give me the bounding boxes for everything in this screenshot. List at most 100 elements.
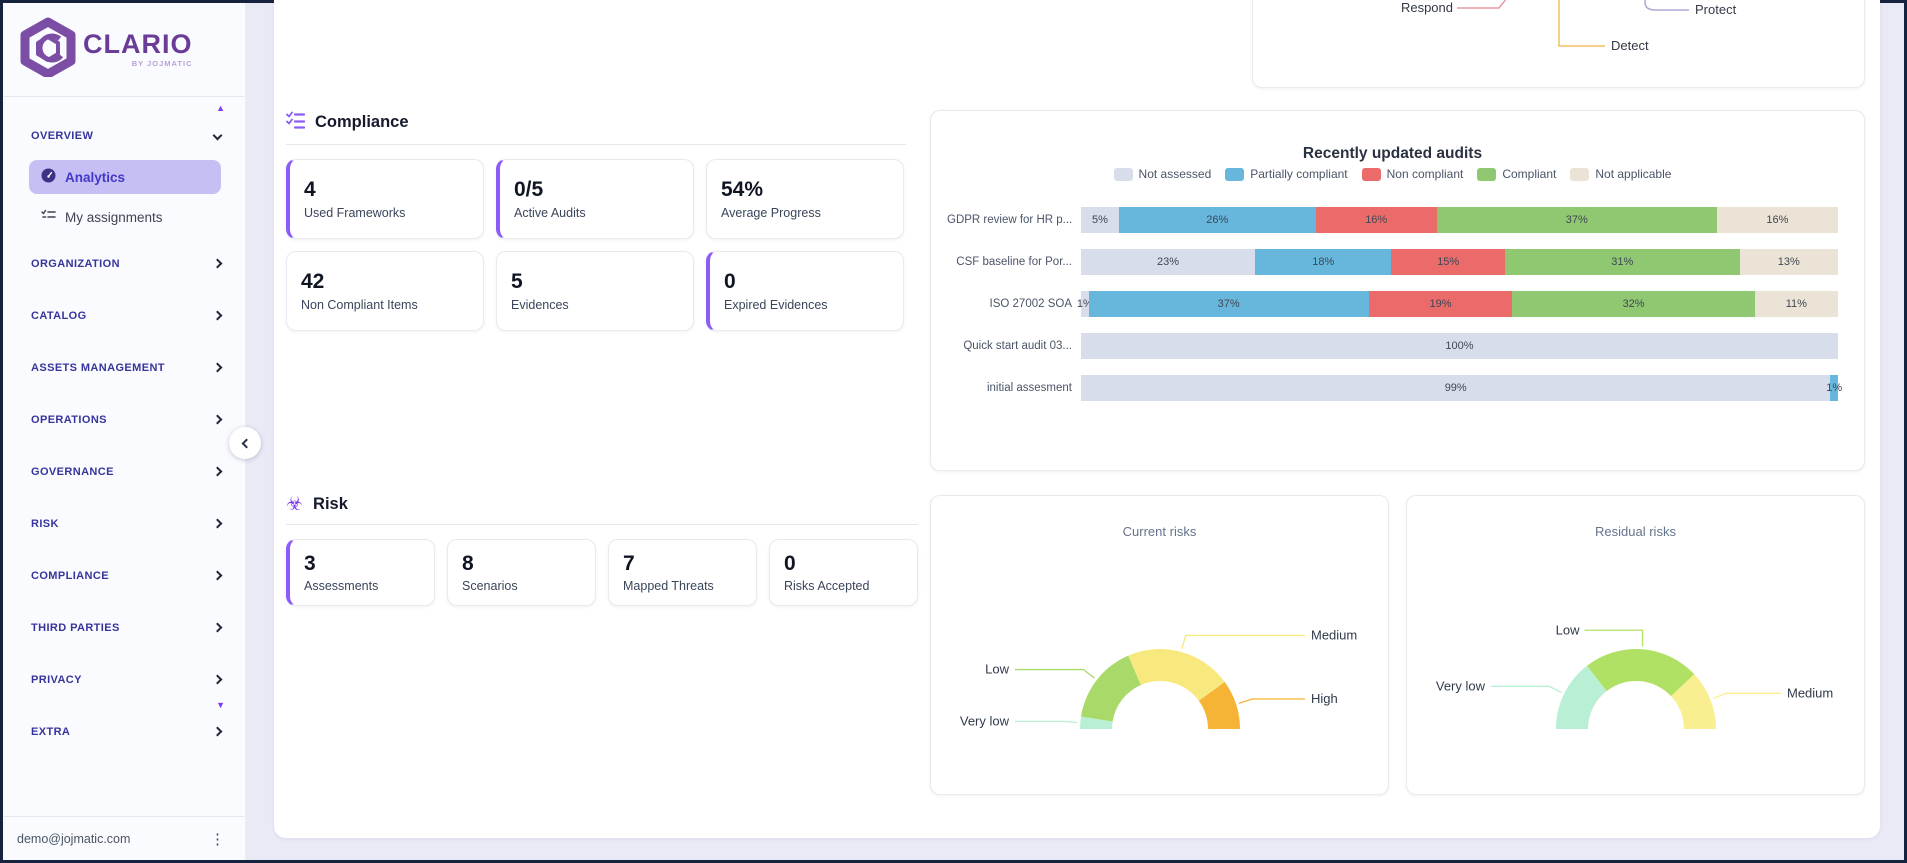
app-logo[interactable]: CLARIO BY JOJMATIC bbox=[3, 3, 245, 92]
sidebar-item-extra[interactable]: EXTRA bbox=[3, 709, 245, 754]
bar-segment-partially-compliant[interactable]: 1% bbox=[1826, 375, 1842, 401]
bar-segment-compliant[interactable]: 37% bbox=[1436, 207, 1717, 233]
bar-segment-value: 16% bbox=[1365, 214, 1388, 226]
gauge-callout-line bbox=[1490, 685, 1562, 694]
sidebar-item-privacy[interactable]: PRIVACY bbox=[3, 657, 245, 702]
bar-segment-non-compliant[interactable]: 15% bbox=[1391, 249, 1505, 275]
bar-segment-value: 99% bbox=[1444, 382, 1467, 394]
bar-segment-not-assessed[interactable]: 100% bbox=[1081, 333, 1838, 359]
legend-label: Partially compliant bbox=[1250, 167, 1348, 181]
sidebar-item-label: ASSETS MANAGEMENT bbox=[31, 361, 165, 374]
bar-segment-partially-compliant[interactable]: 18% bbox=[1255, 249, 1392, 275]
bar-segment-value: 32% bbox=[1622, 298, 1645, 310]
sidebar-item-assets-management[interactable]: ASSETS MANAGEMENT bbox=[3, 345, 245, 390]
gauge-segment-label: Medium bbox=[1311, 627, 1357, 642]
sidebar-item-label: OVERVIEW bbox=[31, 129, 94, 142]
chevron-right-icon bbox=[212, 362, 223, 373]
stat-value: 42 bbox=[301, 270, 325, 294]
gauge-segment-label: High bbox=[1311, 691, 1338, 706]
bar-segment-not-assessed[interactable]: 1% bbox=[1077, 291, 1093, 317]
sidebar-item-label: GOVERNANCE bbox=[31, 465, 114, 478]
stat-value: 8 bbox=[462, 551, 474, 575]
compliance-card-expired-evidences[interactable]: 0 Expired Evidences bbox=[706, 251, 904, 331]
stat-value: 7 bbox=[623, 551, 635, 575]
gauge-segment-very-low[interactable] bbox=[1555, 665, 1607, 729]
sidebar-item-third-parties[interactable]: THIRD PARTIES bbox=[3, 605, 245, 650]
chevron-right-icon bbox=[212, 570, 223, 581]
legend-item-not-assessed[interactable]: Not assessed bbox=[1113, 167, 1211, 181]
sidebar-section-compliance: COMPLIANCE bbox=[3, 553, 245, 598]
bar-segment-value: 11% bbox=[1785, 298, 1807, 310]
bar-segment-non-compliant[interactable]: 19% bbox=[1368, 291, 1513, 317]
legend-swatch bbox=[1113, 167, 1133, 181]
bar-segment-compliant[interactable]: 31% bbox=[1504, 249, 1740, 275]
nav-scroll-down-icon[interactable]: ▼ bbox=[216, 700, 225, 710]
sidebar-item-catalog[interactable]: CATALOG bbox=[3, 293, 245, 338]
risk-card-mapped-threats[interactable]: 7 Mapped Threats bbox=[608, 539, 757, 606]
audit-bar-row: initial assesment 99% 1% bbox=[947, 375, 1842, 401]
stat-value: 5 bbox=[511, 270, 523, 294]
gauge-segment-medium[interactable] bbox=[1127, 649, 1225, 701]
gauge-segment-medium[interactable] bbox=[1670, 674, 1716, 729]
sidebar-footer: demo@jojmatic.com ⋮ bbox=[3, 816, 245, 860]
bar-segment-not-applicable[interactable]: 13% bbox=[1739, 249, 1838, 275]
gauge-callout-line bbox=[1712, 692, 1781, 700]
compliance-card-evidences[interactable]: 5 Evidences bbox=[496, 251, 694, 331]
compliance-card-active-audits[interactable]: 0/5 Active Audits bbox=[496, 159, 694, 239]
sidebar-section-catalog: CATALOG bbox=[3, 293, 245, 338]
sidebar-collapse-button[interactable] bbox=[229, 427, 261, 459]
bar-segment-value: 37% bbox=[1217, 298, 1240, 310]
sidebar-item-organization[interactable]: ORGANIZATION bbox=[3, 241, 245, 286]
bar-segment-partially-compliant[interactable]: 26% bbox=[1118, 207, 1316, 233]
brand-byline: BY JOJMATIC bbox=[131, 59, 193, 69]
bar-segment-not-assessed[interactable]: 23% bbox=[1081, 249, 1256, 275]
stat-label: Scenarios bbox=[462, 579, 518, 594]
stat-value: 0 bbox=[724, 270, 736, 294]
chevron-right-icon bbox=[212, 518, 223, 529]
sidebar-item-label: COMPLIANCE bbox=[31, 569, 109, 582]
gauge-segment-low[interactable] bbox=[1586, 649, 1694, 697]
sidebar-item-analytics[interactable]: Analytics bbox=[29, 160, 221, 194]
sidebar-item-my-assignments[interactable]: My assignments bbox=[29, 200, 221, 234]
stat-label: Evidences bbox=[511, 297, 569, 312]
gauge-callout-line bbox=[1584, 629, 1643, 647]
legend-label: Compliant bbox=[1502, 167, 1557, 181]
stat-label: Non Compliant Items bbox=[301, 297, 418, 312]
legend-item-compliant[interactable]: Compliant bbox=[1477, 167, 1556, 181]
legend-item-partially-compliant[interactable]: Partially compliant bbox=[1225, 167, 1348, 181]
legend-item-not-applicable[interactable]: Not applicable bbox=[1570, 167, 1671, 181]
sidebar-item-compliance[interactable]: COMPLIANCE bbox=[3, 553, 245, 598]
bar-segment-non-compliant[interactable]: 16% bbox=[1315, 207, 1437, 233]
residual-risks-gauge: Very low Low Medium bbox=[1407, 539, 1864, 771]
bar-segment-not-applicable[interactable]: 16% bbox=[1716, 207, 1838, 233]
bar-segment-not-assessed[interactable]: 5% bbox=[1081, 207, 1119, 233]
bar-segment-not-assessed[interactable]: 99% bbox=[1081, 375, 1831, 401]
sidebar-item-overview[interactable]: OVERVIEW bbox=[3, 113, 245, 158]
compliance-card-average-progress[interactable]: 54% Average Progress bbox=[706, 159, 904, 239]
risk-card-risks-accepted[interactable]: 0 Risks Accepted bbox=[769, 539, 918, 606]
sidebar-item-risk[interactable]: RISK bbox=[3, 501, 245, 546]
compliance-card-used-frameworks[interactable]: 4 Used Frameworks bbox=[286, 159, 484, 239]
nav-scroll-up-icon[interactable]: ▲ bbox=[216, 103, 225, 113]
kebab-menu-icon[interactable]: ⋮ bbox=[210, 830, 225, 848]
chevron-right-icon bbox=[212, 466, 223, 477]
legend-label: Not applicable bbox=[1595, 167, 1672, 181]
sidebar-item-operations[interactable]: OPERATIONS bbox=[3, 397, 245, 442]
bar-segment-value: 37% bbox=[1565, 214, 1588, 226]
gauge-segment-very-low[interactable] bbox=[1079, 716, 1113, 729]
sidebar-item-governance[interactable]: GOVERNANCE bbox=[3, 449, 245, 494]
gauge-segment-high[interactable] bbox=[1198, 681, 1240, 729]
stat-label: Active Audits bbox=[514, 205, 586, 220]
audit-bar-track: 100% bbox=[1081, 333, 1838, 359]
gauge-segment-label: Medium bbox=[1787, 685, 1833, 700]
compliance-card-non-compliant-items[interactable]: 42 Non Compliant Items bbox=[286, 251, 484, 331]
legend-item-non-compliant[interactable]: Non compliant bbox=[1361, 167, 1463, 181]
bar-segment-value: 15% bbox=[1437, 256, 1460, 268]
risk-card-assessments[interactable]: 3 Assessments bbox=[286, 539, 435, 606]
bar-segment-partially-compliant[interactable]: 37% bbox=[1088, 291, 1369, 317]
bar-segment-not-applicable[interactable]: 11% bbox=[1754, 291, 1838, 317]
risk-card-scenarios[interactable]: 8 Scenarios bbox=[447, 539, 596, 606]
gauge-icon bbox=[41, 168, 56, 186]
gauge-segment-low[interactable] bbox=[1080, 655, 1141, 722]
bar-segment-compliant[interactable]: 32% bbox=[1512, 291, 1755, 317]
